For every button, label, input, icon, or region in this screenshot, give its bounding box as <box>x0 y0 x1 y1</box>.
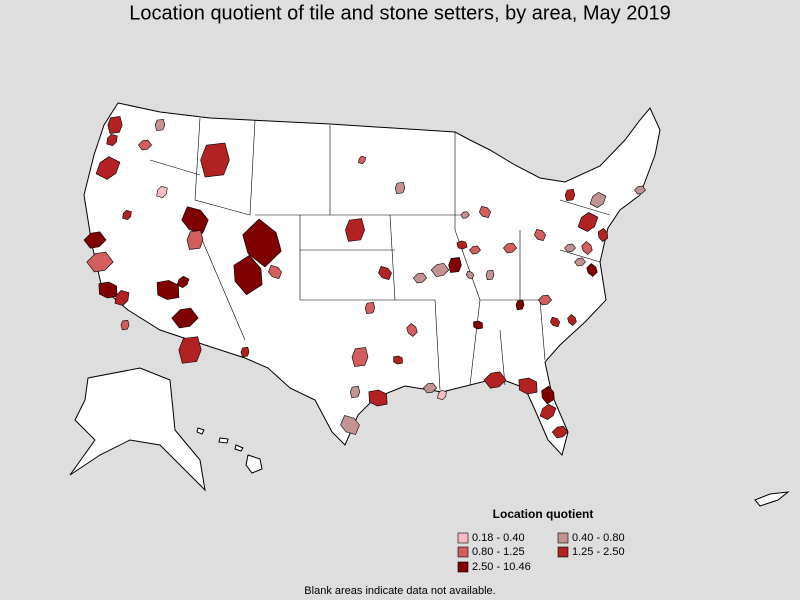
area <box>503 242 517 254</box>
area <box>413 272 427 284</box>
area <box>351 347 369 367</box>
area <box>448 257 462 273</box>
area <box>181 206 209 234</box>
area <box>518 377 538 395</box>
legend-label: 0.80 - 1.25 <box>472 546 525 558</box>
map-title: Location quotient of tile and stone sett… <box>129 2 670 24</box>
area <box>485 269 495 281</box>
area <box>86 251 114 273</box>
area <box>406 323 418 337</box>
area <box>597 228 609 242</box>
area <box>114 290 130 306</box>
area <box>120 319 130 331</box>
area <box>483 371 507 389</box>
area <box>533 228 547 242</box>
area <box>574 257 586 267</box>
area <box>154 118 166 132</box>
area <box>95 156 121 180</box>
area <box>138 139 152 151</box>
legend-swatch <box>457 561 469 573</box>
legend-swatch <box>457 546 469 558</box>
area <box>586 263 598 277</box>
area <box>178 336 202 364</box>
area <box>358 155 366 165</box>
area <box>98 281 118 299</box>
area <box>430 263 450 277</box>
area <box>539 404 557 420</box>
area <box>577 212 599 232</box>
area <box>340 415 360 435</box>
area <box>589 192 607 208</box>
area <box>515 299 525 311</box>
legend-swatch <box>557 532 569 544</box>
area <box>456 240 468 250</box>
area <box>268 264 282 280</box>
legend-label: 0.18 - 0.40 <box>472 532 525 544</box>
area <box>345 218 365 242</box>
legend-label: 2.50 - 10.46 <box>472 561 531 573</box>
area <box>567 314 577 326</box>
area <box>634 185 646 195</box>
area <box>349 385 361 399</box>
legend-title: Location quotient <box>493 507 594 521</box>
areas <box>83 116 646 439</box>
area <box>538 294 552 306</box>
area <box>551 425 569 439</box>
area <box>465 270 475 280</box>
area <box>564 188 576 202</box>
area <box>171 307 199 329</box>
area <box>368 389 388 407</box>
islands <box>754 491 790 507</box>
area <box>541 385 555 405</box>
area <box>378 265 392 281</box>
legend-label: 1.25 - 2.50 <box>572 546 625 558</box>
area <box>233 254 263 296</box>
area <box>186 230 204 250</box>
area <box>394 181 406 195</box>
area <box>549 316 561 328</box>
area <box>156 185 168 199</box>
area <box>423 382 437 394</box>
footnote: Blank areas indicate data not available. <box>304 585 495 597</box>
area <box>107 116 123 134</box>
area <box>460 211 470 219</box>
area <box>200 142 230 178</box>
area <box>473 320 483 330</box>
area <box>564 243 576 253</box>
legend-label: 0.40 - 0.80 <box>572 532 625 544</box>
hawaii <box>196 427 263 474</box>
area <box>240 346 250 358</box>
legend: 0.18 - 0.40 0.40 - 0.80 0.80 - 1.25 1.25 - … <box>457 532 625 573</box>
geography <box>69 102 790 507</box>
area <box>437 389 447 401</box>
area <box>242 218 282 268</box>
area <box>83 231 107 249</box>
area <box>364 301 376 315</box>
legend-swatch <box>557 546 569 558</box>
area <box>106 133 118 147</box>
area <box>469 245 481 255</box>
alaska <box>69 367 206 492</box>
area <box>478 205 492 219</box>
area <box>581 241 593 255</box>
legend-swatch <box>457 532 469 544</box>
area <box>176 275 190 289</box>
state-borders <box>149 117 611 391</box>
area <box>122 209 132 221</box>
area <box>393 355 403 365</box>
